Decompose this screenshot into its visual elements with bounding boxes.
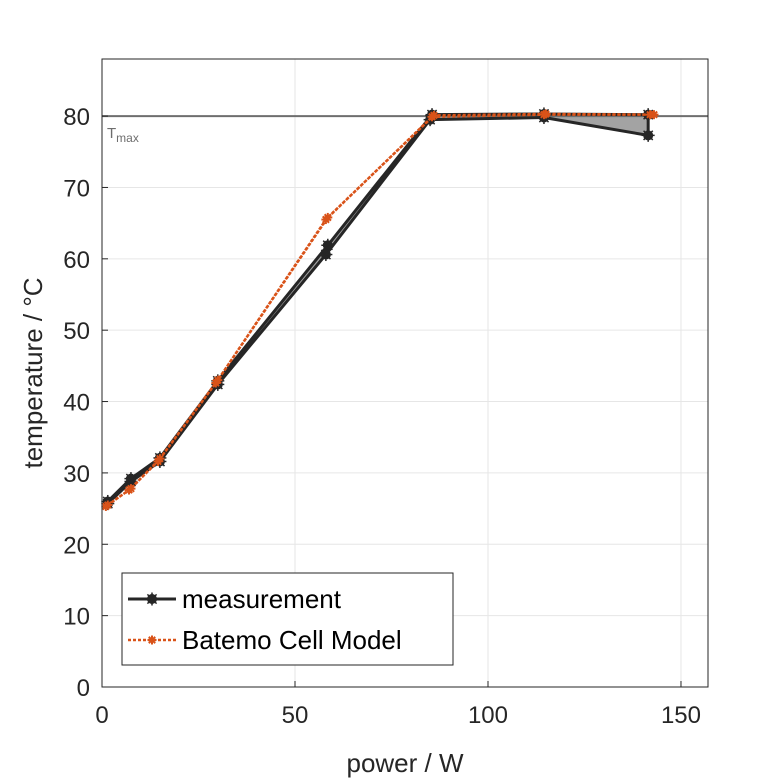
data-point bbox=[147, 635, 157, 645]
data-point bbox=[101, 501, 111, 511]
legend-box bbox=[121, 572, 454, 666]
data-point bbox=[321, 238, 335, 252]
legend-entry: measurement bbox=[128, 584, 342, 614]
y-axis-title: temperature / °C bbox=[18, 277, 48, 468]
data-point bbox=[645, 110, 655, 120]
series-group bbox=[101, 107, 659, 511]
y-tick-label: 20 bbox=[63, 532, 90, 559]
x-axis-title: power / W bbox=[346, 748, 463, 778]
data-point bbox=[641, 128, 655, 142]
y-tick-label: 50 bbox=[63, 318, 90, 345]
ticks: 0 50 100 150 0 10 20 30 40 50 60 70 80 bbox=[63, 104, 701, 729]
y-tick-label: 80 bbox=[63, 104, 90, 131]
y-tick-label: 40 bbox=[63, 390, 90, 417]
data-point bbox=[427, 112, 437, 122]
plot-frame bbox=[101, 58, 709, 688]
data-point bbox=[321, 215, 331, 225]
legend-label: Batemo Cell Model bbox=[182, 625, 402, 655]
data-point bbox=[319, 248, 333, 262]
x-tick-label: 150 bbox=[661, 702, 701, 729]
series-batemo-cell-model bbox=[101, 109, 659, 511]
y-tick-label: 30 bbox=[63, 461, 90, 488]
data-point bbox=[124, 485, 134, 495]
legend: measurement Batemo Cell Model bbox=[121, 572, 454, 666]
y-tick-label: 70 bbox=[63, 175, 90, 202]
data-point bbox=[145, 592, 159, 606]
x-tick-label: 0 bbox=[95, 702, 108, 729]
data-point bbox=[211, 378, 221, 388]
reference-line-group: Tmax bbox=[102, 115, 708, 145]
series-line bbox=[105, 112, 656, 508]
x-tick-label: 100 bbox=[468, 702, 508, 729]
tmax-label-subscript: max bbox=[116, 131, 139, 145]
data-point bbox=[539, 110, 549, 120]
y-tick-label: 10 bbox=[63, 604, 90, 631]
series-line bbox=[106, 112, 650, 505]
data-point bbox=[153, 456, 163, 466]
y-tick-label: 0 bbox=[77, 675, 90, 702]
x-tick-label: 50 bbox=[282, 702, 309, 729]
legend-entry: Batemo Cell Model bbox=[128, 625, 402, 655]
y-tick-label: 60 bbox=[63, 247, 90, 274]
legend-label: measurement bbox=[182, 584, 342, 614]
